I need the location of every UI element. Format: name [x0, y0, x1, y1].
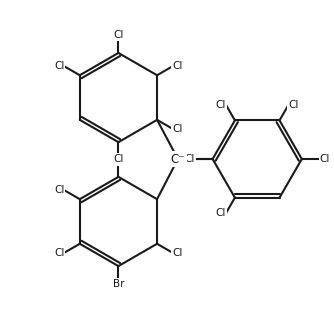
Text: Cl: Cl — [54, 185, 64, 195]
Text: Cl: Cl — [173, 248, 183, 258]
Text: Cl: Cl — [173, 61, 183, 71]
Text: Cl: Cl — [289, 100, 299, 110]
Text: Cl: Cl — [54, 61, 64, 71]
Text: Cl: Cl — [216, 100, 226, 110]
Text: Cl: Cl — [173, 124, 183, 134]
Text: Cl: Cl — [113, 30, 124, 40]
Text: Cl: Cl — [216, 208, 226, 218]
Text: Br: Br — [113, 279, 124, 289]
Text: Cl: Cl — [54, 248, 64, 258]
Text: Cl: Cl — [184, 154, 195, 164]
Text: Cl: Cl — [113, 155, 124, 165]
Text: Cl: Cl — [320, 154, 330, 164]
Text: Cl: Cl — [113, 154, 124, 164]
Text: C⁻: C⁻ — [171, 153, 185, 166]
